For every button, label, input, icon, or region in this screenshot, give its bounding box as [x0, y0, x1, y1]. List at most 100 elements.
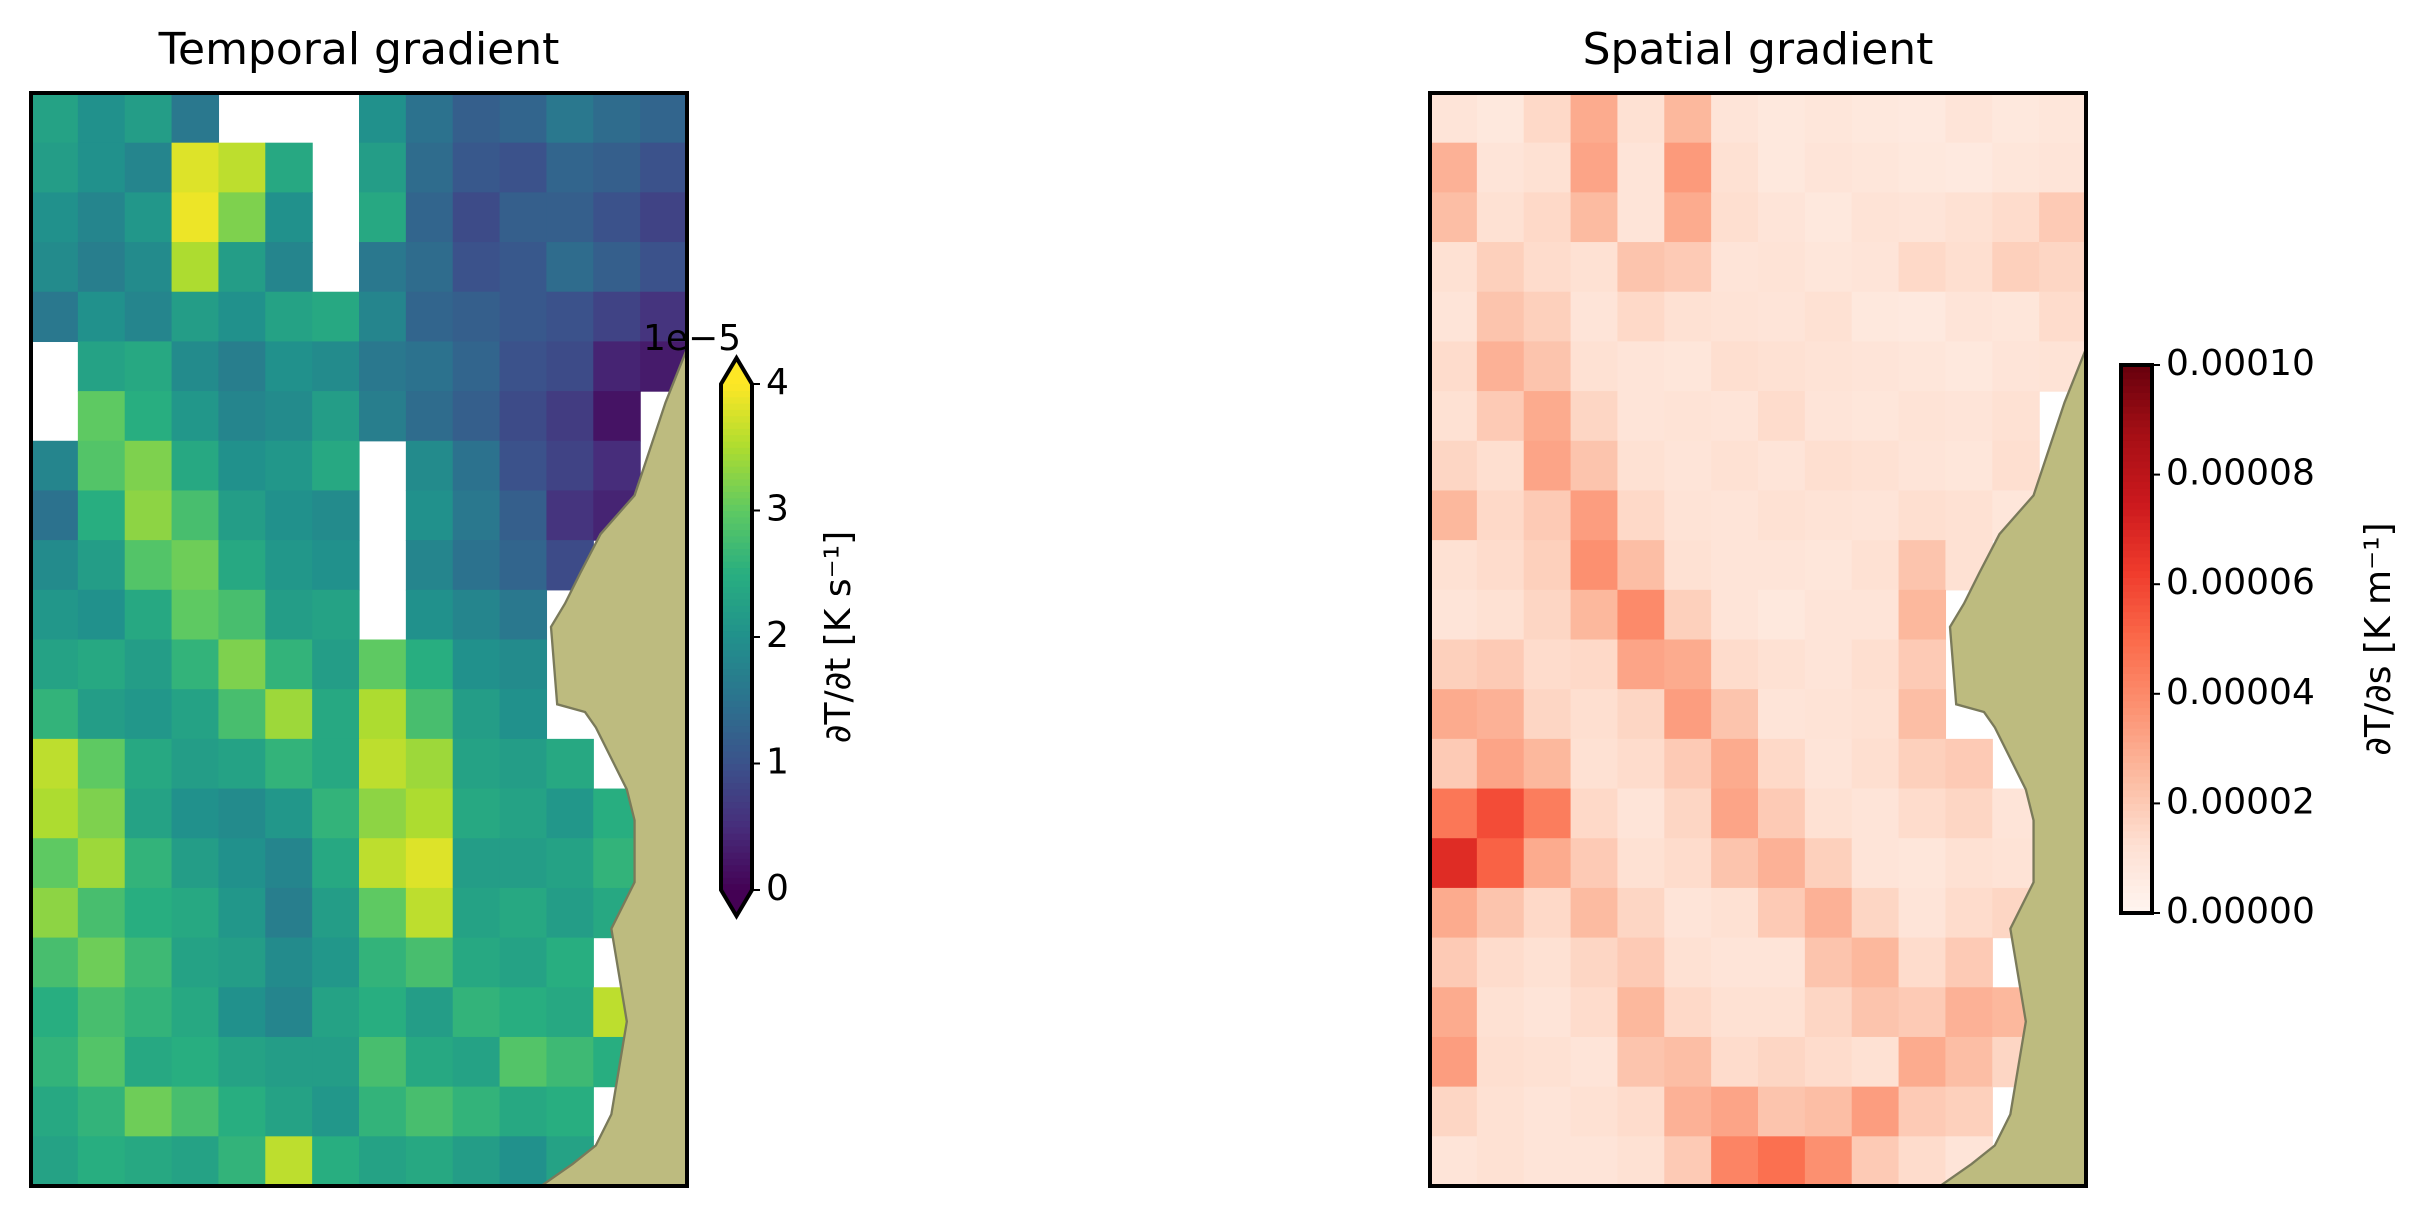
- heatmap-cell: [1617, 291, 1665, 343]
- colorbar-strip: [2121, 522, 2152, 530]
- heatmap-cell: [1804, 987, 1853, 1038]
- heatmap-cell: [640, 242, 688, 293]
- heatmap-cell: [1664, 242, 1712, 293]
- heatmap-cell: [499, 192, 548, 243]
- colorbar-tick-label: 0: [766, 868, 789, 909]
- colorbar-strip: [2121, 406, 2152, 414]
- colorbar-strip: [2121, 871, 2152, 880]
- heatmap-cell: [1476, 291, 1525, 343]
- heatmap-cell: [1664, 838, 1712, 889]
- colorbar-tick-label: 0.00006: [2166, 562, 2315, 603]
- heatmap-cell: [124, 589, 173, 641]
- colorbar-strip: [721, 700, 752, 708]
- heatmap-cell: [1711, 440, 1759, 492]
- heatmap-cell: [124, 1036, 173, 1088]
- heatmap-cell: [1523, 440, 1572, 492]
- heatmap-cell: [1570, 639, 1619, 690]
- heatmap-cell: [1617, 838, 1665, 889]
- colorbar-strip: [721, 599, 752, 606]
- heatmap-cell: [265, 738, 313, 790]
- colorbar-label: ∂T/∂s [K m⁻¹]: [2358, 522, 2399, 755]
- heatmap-cell: [452, 341, 501, 392]
- heatmap-cell: [1476, 937, 1525, 988]
- heatmap-cell: [1992, 440, 2040, 492]
- heatmap-cell: [1664, 887, 1712, 939]
- heatmap-cell: [1617, 887, 1665, 939]
- heatmap-cell: [593, 93, 641, 144]
- heatmap-cell: [218, 937, 266, 988]
- heatmap-cell: [499, 887, 548, 939]
- heatmap-cell: [1898, 490, 1947, 541]
- heatmap-cell: [1804, 1036, 1853, 1088]
- colorbar-strip: [721, 681, 752, 689]
- heatmap-cell: [1804, 93, 1853, 144]
- heatmap-cell: [1523, 291, 1572, 343]
- heatmap-cell: [1711, 142, 1759, 193]
- colorbar-strip: [721, 637, 752, 644]
- colorbar-strip: [2121, 385, 2152, 393]
- colorbar-strip: [2121, 686, 2152, 695]
- heatmap-cell: [218, 291, 266, 343]
- heatmap-cell: [1523, 1036, 1572, 1088]
- heatmap-cell: [31, 142, 79, 193]
- heatmap-cell: [1476, 838, 1525, 889]
- heatmap-cell: [1476, 192, 1525, 243]
- colorbar-tick-label: 2: [766, 615, 789, 656]
- heatmap-cell: [1523, 887, 1572, 939]
- heatmap-cell: [1617, 341, 1665, 392]
- heatmap-cell: [359, 788, 407, 839]
- heatmap-cell: [171, 341, 220, 392]
- heatmap-cell: [1804, 192, 1853, 243]
- heatmap-cell: [124, 738, 173, 790]
- heatmap-cell: [1711, 639, 1759, 690]
- heatmap-cell: [593, 838, 641, 889]
- heatmap-cell: [1992, 341, 2040, 392]
- heatmap-cell: [359, 887, 407, 939]
- heatmap-cell: [359, 93, 407, 144]
- heatmap-cell: [1664, 689, 1712, 740]
- heatmap-cell: [1851, 937, 1900, 988]
- coast: [1937, 347, 2088, 1187]
- heatmap-cell: [31, 639, 79, 690]
- colorbar-strip: [2121, 700, 2152, 709]
- heatmap-cell: [218, 639, 266, 690]
- colorbar-strip: [2121, 591, 2152, 599]
- heatmap-cell: [218, 142, 266, 193]
- heatmap-cell: [77, 1086, 126, 1137]
- colorbar-strip: [2121, 618, 2152, 626]
- heatmap-cell: [1898, 93, 1947, 144]
- heatmap-cell: [1851, 391, 1900, 442]
- heatmap-cell: [1664, 341, 1712, 392]
- land: [1937, 347, 2088, 1187]
- heatmap-cell: [1570, 540, 1619, 591]
- heatmap-cell: [1430, 738, 1478, 790]
- heatmap-cell: [1898, 1036, 1947, 1088]
- heatmap-cell: [1617, 490, 1665, 541]
- heatmap-cell: [1476, 887, 1525, 939]
- heatmap-cell: [77, 689, 126, 740]
- heatmap-cell: [1617, 987, 1665, 1038]
- heatmap-cell: [1570, 738, 1619, 790]
- heatmap-cell: [218, 1086, 266, 1137]
- heatmap-cell: [1570, 341, 1619, 392]
- colorbar-strip: [2121, 556, 2152, 565]
- heatmap-cell: [1711, 391, 1759, 442]
- heatmap-cell: [1570, 1036, 1619, 1088]
- heatmap-cell: [31, 540, 79, 591]
- heatmap-cell: [1851, 1086, 1900, 1137]
- heatmap-cell: [1851, 291, 1900, 343]
- colorbar-strip: [721, 852, 752, 859]
- heatmap-cell: [1523, 192, 1572, 243]
- colorbar-strip: [721, 573, 752, 581]
- heatmap-cell: [171, 142, 220, 193]
- heatmap-cell: [265, 1086, 313, 1137]
- heatmap-cell: [499, 1036, 548, 1088]
- colorbar-strip: [2121, 447, 2152, 455]
- colorbar-strip: [721, 592, 752, 600]
- heatmap-cell: [1758, 291, 1806, 343]
- heatmap-cell: [265, 589, 313, 641]
- heatmap-cell: [1617, 440, 1665, 492]
- heatmap-cell: [405, 440, 454, 492]
- heatmap-cell: [1804, 440, 1853, 492]
- heatmap-cell: [265, 838, 313, 889]
